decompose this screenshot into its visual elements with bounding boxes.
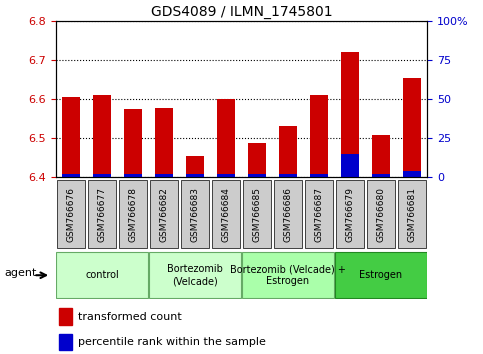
Bar bbox=[88, 180, 116, 248]
Bar bbox=[59, 334, 72, 350]
Bar bbox=[335, 252, 427, 298]
Bar bbox=[372, 174, 390, 177]
Bar bbox=[341, 52, 359, 177]
Text: GSM766679: GSM766679 bbox=[345, 187, 355, 242]
Bar bbox=[372, 135, 390, 177]
Bar bbox=[279, 174, 297, 177]
Text: Estrogen: Estrogen bbox=[359, 270, 402, 280]
Text: GSM766680: GSM766680 bbox=[376, 187, 385, 242]
Bar bbox=[155, 108, 173, 177]
Bar bbox=[57, 180, 85, 248]
Text: percentile rank within the sample: percentile rank within the sample bbox=[78, 337, 266, 347]
Text: Bortezomib
(Velcade): Bortezomib (Velcade) bbox=[167, 264, 223, 286]
Bar bbox=[279, 126, 297, 177]
Text: agent: agent bbox=[5, 268, 37, 279]
Bar bbox=[119, 180, 147, 248]
Bar bbox=[403, 171, 421, 177]
Bar bbox=[248, 174, 266, 177]
Bar bbox=[62, 97, 80, 177]
Text: transformed count: transformed count bbox=[78, 312, 182, 321]
Text: GSM766686: GSM766686 bbox=[284, 187, 293, 242]
Bar bbox=[305, 180, 333, 248]
Bar bbox=[217, 99, 235, 177]
Text: GSM766684: GSM766684 bbox=[222, 187, 230, 242]
Text: Bortezomib (Velcade) +
Estrogen: Bortezomib (Velcade) + Estrogen bbox=[230, 264, 346, 286]
Bar bbox=[59, 308, 72, 325]
Bar bbox=[336, 180, 364, 248]
Bar bbox=[62, 174, 80, 177]
Bar bbox=[124, 109, 142, 177]
Bar bbox=[341, 154, 359, 177]
Bar bbox=[310, 95, 328, 177]
Text: GSM766687: GSM766687 bbox=[314, 187, 324, 242]
Bar bbox=[243, 180, 271, 248]
Bar bbox=[93, 174, 112, 177]
Bar bbox=[124, 174, 142, 177]
Bar bbox=[155, 174, 173, 177]
Bar bbox=[181, 180, 209, 248]
Bar bbox=[310, 174, 328, 177]
Title: GDS4089 / ILMN_1745801: GDS4089 / ILMN_1745801 bbox=[151, 5, 332, 19]
Bar bbox=[186, 156, 204, 177]
Bar bbox=[217, 174, 235, 177]
Bar bbox=[274, 180, 302, 248]
Text: GSM766685: GSM766685 bbox=[253, 187, 261, 242]
Bar bbox=[93, 95, 112, 177]
Bar bbox=[242, 252, 334, 298]
Text: GSM766682: GSM766682 bbox=[159, 187, 169, 242]
Bar bbox=[248, 143, 266, 177]
Bar bbox=[398, 180, 426, 248]
Bar bbox=[186, 174, 204, 177]
Text: GSM766678: GSM766678 bbox=[128, 187, 138, 242]
Text: GSM766683: GSM766683 bbox=[190, 187, 199, 242]
Bar bbox=[367, 180, 395, 248]
Bar bbox=[212, 180, 240, 248]
Bar bbox=[149, 252, 241, 298]
Bar bbox=[403, 78, 421, 177]
Bar bbox=[56, 252, 148, 298]
Text: GSM766681: GSM766681 bbox=[408, 187, 416, 242]
Text: GSM766677: GSM766677 bbox=[98, 187, 107, 242]
Text: control: control bbox=[85, 270, 119, 280]
Bar bbox=[150, 180, 178, 248]
Text: GSM766676: GSM766676 bbox=[67, 187, 75, 242]
